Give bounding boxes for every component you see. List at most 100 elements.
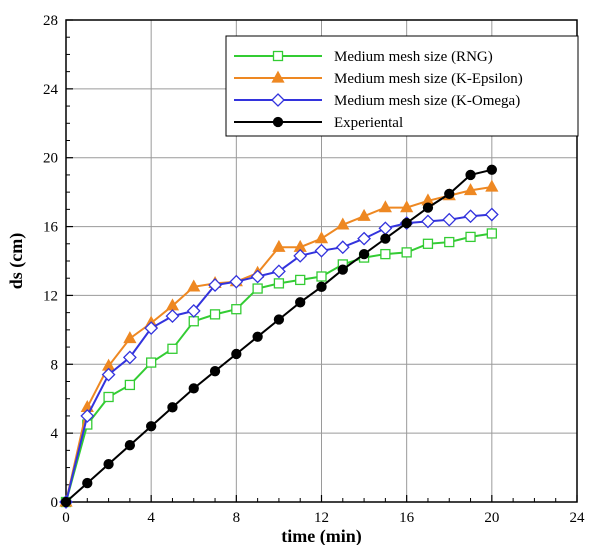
legend-label: Experiental [334,115,403,131]
data-point [357,208,371,221]
y-axis-title: ds (cm) [6,233,27,290]
y-tick-label: 4 [51,426,59,442]
data-point [252,331,263,342]
y-tick-label: 0 [51,495,59,511]
data-point [165,309,180,324]
data-point [316,271,327,282]
data-point [229,274,244,289]
data-point [144,321,159,336]
series-1 [60,228,497,508]
x-axis-title: time (min) [281,526,361,545]
x-tick-label: 12 [314,510,329,526]
data-point [293,248,308,263]
data-point [146,357,157,368]
data-point [122,350,137,365]
legend-item: Medium mesh size (K-Omega) [234,93,520,109]
data-point [60,496,72,508]
data-point [444,236,455,248]
y-tick-label: 24 [43,82,59,98]
data-point [380,233,391,244]
data-point [357,231,372,246]
legend-label: Medium mesh size (K-Omega) [334,93,520,109]
legend-marker [272,50,284,62]
y-tick-label: 20 [43,151,58,167]
data-point [486,228,497,239]
data-point [124,440,136,451]
legend-item: Medium mesh size (K-Epsilon) [234,70,523,87]
legend-label: Medium mesh size (RNG) [334,49,493,65]
y-tick-label: 12 [43,288,58,304]
x-tick-label: 8 [233,510,241,526]
data-point [167,343,178,354]
data-point [186,304,201,318]
data-point [358,248,370,260]
data-point [295,274,306,286]
x-tick-label: 20 [484,510,499,526]
legend-marker [271,93,285,107]
data-point [101,367,116,382]
data-point [421,214,435,229]
data-point [80,409,95,423]
data-point [463,209,478,224]
data-point [231,348,242,360]
data-point [250,269,265,284]
data-point [444,188,455,200]
legend-item: Medium mesh size (RNG) [234,49,493,65]
data-point [231,304,242,315]
series-3 [59,207,499,509]
data-point [103,458,114,470]
data-point [401,217,412,229]
data-point [124,379,136,391]
legend-marker [272,116,284,128]
legend-item: Experiental [234,115,403,131]
x-tick-label: 24 [570,510,586,526]
data-point [82,477,93,489]
data-point [486,164,497,175]
data-point [336,217,350,230]
data-point [442,212,457,227]
x-tick-label: 16 [399,510,415,526]
data-point [380,248,391,260]
data-point [337,264,348,275]
x-tick-label: 0 [62,510,70,526]
data-point [422,238,434,249]
data-point [484,207,499,222]
legend-marker [271,70,285,83]
legend: Medium mesh size (RNG) Medium mesh size (… [225,35,579,137]
data-point [378,200,392,213]
series-line [65,186,492,503]
data-point [167,402,178,413]
series-4 [60,164,497,508]
x-tick-label: 4 [147,510,155,526]
series-layer [59,164,499,509]
data-point [188,383,199,394]
y-tick-label: 8 [51,357,59,373]
data-point [485,179,499,192]
data-point [273,314,285,325]
data-point [103,391,114,403]
data-point [422,202,434,213]
data-point [123,331,137,344]
data-point [271,264,286,279]
data-point [295,297,306,308]
data-point [187,279,201,292]
y-tick-label: 16 [43,220,59,236]
data-point [146,421,157,432]
data-point [463,183,478,196]
data-point [316,281,327,292]
data-point [272,239,286,252]
y-tick-label: 28 [43,13,58,29]
data-point [209,366,221,377]
data-point [208,278,222,293]
data-point [335,240,350,255]
data-point [188,316,199,327]
data-point [378,221,393,236]
data-point [252,283,263,294]
data-point [314,243,329,258]
data-point [314,231,329,244]
data-point [273,278,285,289]
data-point [465,231,476,243]
data-point [401,247,412,258]
legend-label: Medium mesh size (K-Epsilon) [334,71,523,87]
